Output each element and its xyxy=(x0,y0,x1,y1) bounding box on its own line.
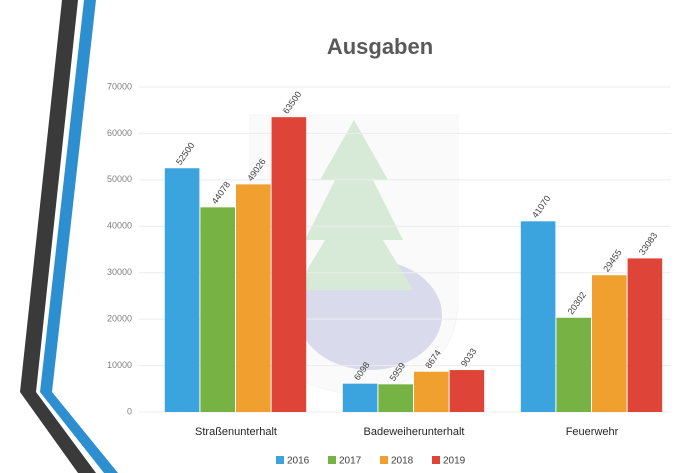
legend-swatch xyxy=(328,456,336,464)
y-tick-label: 30000 xyxy=(107,267,132,277)
bar xyxy=(449,370,485,412)
value-label: 63500 xyxy=(281,89,304,115)
bar xyxy=(164,168,200,412)
legend-swatch xyxy=(276,456,284,464)
value-label: 41070 xyxy=(530,194,553,220)
y-tick-label: 70000 xyxy=(107,81,132,91)
bar xyxy=(342,383,378,412)
legend-swatch xyxy=(380,456,388,464)
value-label: 44078 xyxy=(210,180,233,206)
bar xyxy=(200,207,235,412)
legend-label: 2016 xyxy=(287,456,310,467)
chart-title: Ausgaben xyxy=(327,34,433,59)
x-tick-label: Feuerwehr xyxy=(566,426,619,438)
bar xyxy=(378,384,413,412)
y-tick-label: 0 xyxy=(127,406,132,416)
value-label: 52500 xyxy=(174,141,197,167)
bar xyxy=(556,317,591,412)
y-tick-label: 20000 xyxy=(107,314,132,324)
bar xyxy=(592,275,627,412)
bar xyxy=(520,221,556,412)
y-tick-label: 60000 xyxy=(107,128,132,138)
decor-stripe-dark xyxy=(20,0,96,473)
legend-swatch xyxy=(432,456,440,464)
bar xyxy=(414,371,449,412)
legend-label: 2017 xyxy=(339,456,362,467)
value-label: 20302 xyxy=(566,290,589,316)
y-tick-label: 40000 xyxy=(107,221,132,231)
legend-label: 2018 xyxy=(391,456,414,467)
y-tick-label: 50000 xyxy=(107,174,132,184)
x-tick-label: Straßenunterhalt xyxy=(195,426,277,438)
decor-stripe-blue xyxy=(40,0,118,473)
x-tick-label: Badeweiherunterhalt xyxy=(364,426,465,438)
value-label: 29455 xyxy=(601,248,624,274)
legend-label: 2019 xyxy=(443,456,466,467)
bar xyxy=(271,117,307,412)
bar xyxy=(627,258,663,412)
value-label: 33083 xyxy=(637,231,660,257)
bar xyxy=(236,184,271,412)
y-tick-label: 10000 xyxy=(107,360,132,370)
